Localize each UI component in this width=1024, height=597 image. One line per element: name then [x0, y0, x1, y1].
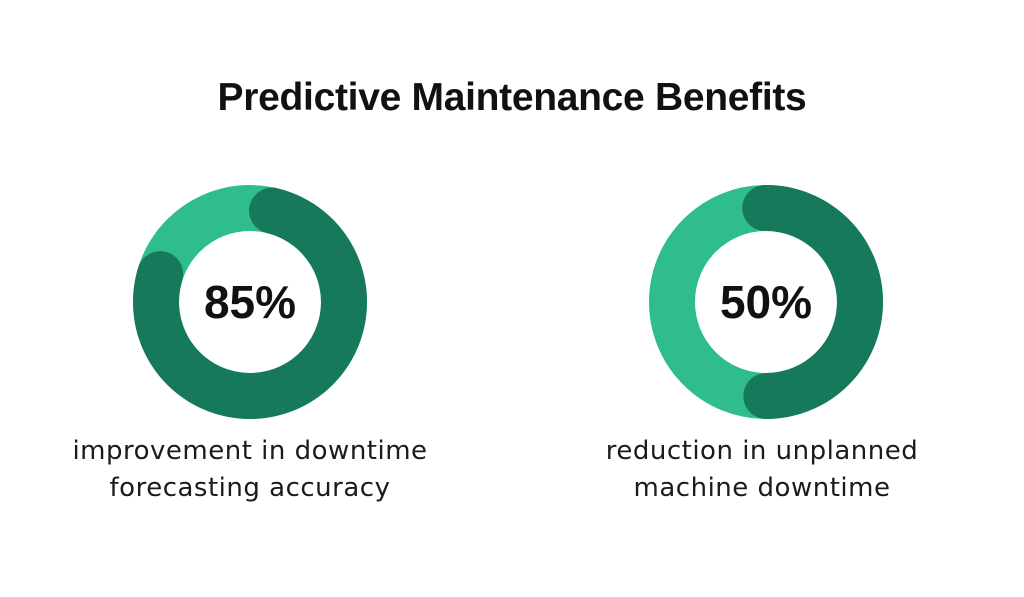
- caption-line: improvement in downtime: [72, 436, 428, 466]
- donut-chart-downtime: 50%: [646, 182, 886, 422]
- donut-value-label: 85%: [203, 276, 297, 328]
- donut-value-arc: [649, 185, 883, 419]
- donut-value-arc: [133, 185, 367, 419]
- donut-caption-forecasting: improvement in downtime forecasting accu…: [30, 433, 470, 507]
- donut-value-label: 50%: [719, 276, 813, 328]
- page-title: Predictive Maintenance Benefits: [217, 76, 807, 119]
- caption-line: reduction in unplanned: [605, 436, 919, 466]
- caption-line: forecasting accuracy: [109, 473, 391, 503]
- donut-ring: [133, 185, 367, 419]
- donut-ring: [649, 185, 883, 419]
- donut-chart-forecasting: 85%: [130, 182, 370, 422]
- caption-line: machine downtime: [633, 473, 891, 503]
- donut-caption-downtime: reduction in unplanned machine downtime: [542, 433, 982, 507]
